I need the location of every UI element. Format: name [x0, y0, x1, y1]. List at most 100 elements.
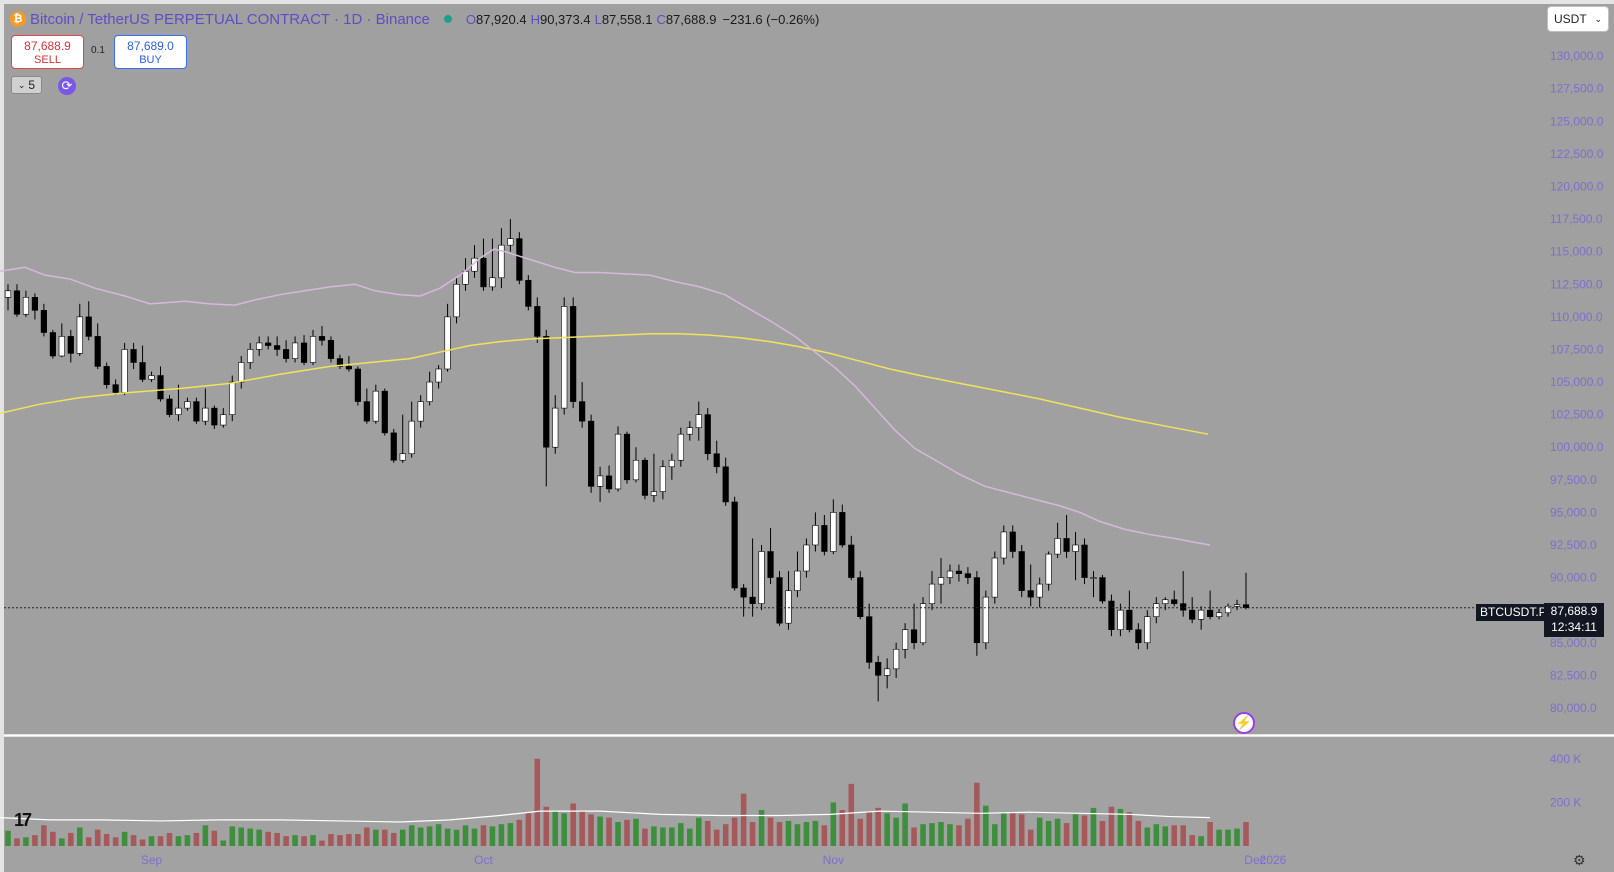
- volume-bar-down: [103, 834, 110, 846]
- up-candle: [928, 583, 936, 604]
- up-candle: [937, 577, 945, 585]
- volume-bar-down: [848, 783, 855, 846]
- sell-button[interactable]: 87,688.9 SELL: [11, 35, 84, 69]
- down-candle: [166, 398, 173, 415]
- up-candle: [812, 525, 819, 546]
- price-axis-label: 97,500.0: [1550, 473, 1597, 487]
- volume-bar-up: [148, 836, 155, 846]
- time-axis-label: Dec: [1244, 853, 1265, 867]
- down-candle: [910, 629, 918, 644]
- up-candle: [291, 342, 299, 359]
- down-candle: [85, 316, 92, 337]
- down-candle: [857, 577, 864, 617]
- lightning-icon[interactable]: ⚡: [1233, 712, 1255, 734]
- down-candle: [1099, 577, 1106, 602]
- up-candle: [175, 407, 182, 415]
- chevron-down-icon: ⌄: [1594, 13, 1602, 24]
- volume-bar-down: [704, 820, 711, 846]
- up-candle: [884, 668, 891, 676]
- up-candle: [785, 590, 792, 624]
- volume-bar-up: [310, 835, 316, 846]
- volume-bar-up: [884, 813, 890, 846]
- time-axis-label: Sep: [141, 853, 163, 867]
- volume-bar-down: [1009, 812, 1016, 846]
- volume-bar-down: [355, 834, 361, 846]
- down-candle: [964, 573, 971, 578]
- price-axis-label: 110,000.0: [1550, 310, 1603, 324]
- down-candle: [336, 358, 344, 367]
- volume-bar-down: [606, 817, 612, 846]
- last-price-tag: 87,688.9 12:34:11: [1544, 603, 1604, 637]
- volume-bar-up: [812, 820, 819, 846]
- volume-bar-up: [929, 823, 935, 846]
- up-candle: [893, 648, 900, 670]
- volume-bar-down: [839, 810, 846, 846]
- down-candle: [570, 306, 577, 402]
- up-candle: [1198, 609, 1205, 620]
- symbol-title[interactable]: Bitcoin / TetherUS PERPETUAL CONTRACT · …: [30, 10, 430, 28]
- price-axis-label: 107,500.0: [1550, 342, 1604, 356]
- up-candle: [1233, 604, 1241, 607]
- volume-bar-down: [534, 758, 541, 846]
- price-axis-label: 105,000.0: [1550, 375, 1604, 389]
- down-candle: [955, 570, 963, 574]
- up-candle: [498, 244, 505, 279]
- volume-bar-down: [722, 824, 729, 846]
- down-candle: [274, 345, 281, 350]
- up-candle: [1045, 553, 1052, 585]
- buy-button[interactable]: 87,689.0 BUY: [114, 35, 187, 69]
- volume-bar-up: [615, 822, 621, 846]
- volume-bar-up: [453, 829, 460, 846]
- down-candle: [1009, 531, 1016, 552]
- indicators-count: 5: [28, 78, 36, 92]
- up-candle: [1144, 616, 1151, 644]
- ohlc-low-value: 87,558.1: [601, 11, 653, 27]
- volume-bar-up: [426, 826, 433, 846]
- up-candle: [650, 491, 657, 496]
- volume-bar-down: [821, 825, 828, 846]
- volume-bar-up: [59, 838, 65, 846]
- price-axis-label: 117,500.0: [1550, 212, 1603, 226]
- volume-ma-line: [0, 810, 1211, 823]
- order-quantity[interactable]: 0.1: [91, 45, 105, 56]
- up-candle: [4, 290, 12, 298]
- volume-bar-down: [740, 793, 747, 846]
- up-candle: [372, 390, 379, 422]
- up-candle: [399, 453, 406, 461]
- time-axis-label: Oct: [474, 853, 493, 867]
- price-axis-label: 102,500.0: [1550, 408, 1604, 422]
- volume-bar-up: [1198, 836, 1204, 846]
- volume-bar-up: [660, 827, 666, 846]
- buy-label: BUY: [139, 54, 162, 66]
- tradingview-logo-icon[interactable]: 17: [14, 810, 32, 830]
- down-candle: [103, 366, 110, 385]
- volume-bar-up: [408, 825, 415, 846]
- down-candle: [713, 453, 720, 468]
- up-candle: [758, 551, 765, 604]
- up-candle: [1224, 605, 1232, 614]
- volume-bar-down: [68, 832, 74, 846]
- up-candle: [668, 459, 675, 468]
- down-candle: [543, 336, 550, 448]
- volume-bar-down: [1135, 820, 1142, 846]
- volume-bar-down: [265, 831, 271, 846]
- refresh-icon[interactable]: ⟳: [58, 77, 76, 95]
- indicators-toggle[interactable]: ⌄ 5: [11, 76, 42, 94]
- price-axis-label: 122,500.0: [1550, 147, 1604, 161]
- symbol-header[interactable]: ₿ Bitcoin / TetherUS PERPETUAL CONTRACT …: [10, 9, 819, 29]
- currency-select[interactable]: USDT ⌄: [1547, 6, 1609, 32]
- price-axis-label: 125,000.0: [1550, 114, 1604, 128]
- down-candle: [516, 238, 523, 281]
- volume-bar-down: [319, 840, 325, 846]
- gear-icon[interactable]: ⚙: [1573, 852, 1586, 868]
- up-candle: [982, 596, 989, 644]
- down-candle: [480, 257, 487, 288]
- up-candle: [309, 336, 317, 363]
- up-candle: [229, 381, 236, 415]
- up-candle: [247, 349, 254, 363]
- down-candle: [265, 342, 272, 346]
- buy-price: 87,689.0: [127, 39, 174, 53]
- ma-long-line: [0, 333, 1209, 435]
- down-candle: [1027, 590, 1034, 598]
